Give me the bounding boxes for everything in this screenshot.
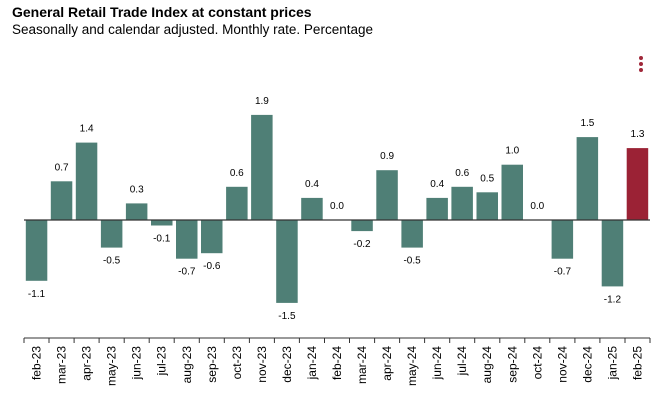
data-label: 0.0 [330, 201, 344, 212]
x-tick-label: sep-24 [505, 346, 519, 383]
data-label: 1.5 [580, 118, 594, 129]
bar-nov-23[interactable] [251, 114, 273, 220]
bar-jun-23[interactable] [125, 203, 148, 220]
x-tick-label: may-24 [405, 346, 419, 386]
bar-apr-24[interactable] [376, 170, 398, 220]
x-tick-label: jul-23 [155, 346, 169, 377]
bar-apr-23[interactable] [75, 142, 98, 220]
data-label: -0.7 [178, 267, 196, 278]
bar-jun-24[interactable] [426, 197, 448, 220]
bar-aug-23[interactable] [176, 220, 198, 259]
x-tick-label: feb-25 [631, 346, 645, 380]
bar-jan-24[interactable] [301, 197, 323, 220]
data-label: 1.9 [255, 96, 269, 107]
bar-feb-23[interactable] [25, 220, 48, 281]
x-tick-label: aug-24 [480, 346, 494, 384]
x-tick-label: jun-24 [430, 346, 444, 381]
data-label: -1.1 [28, 289, 46, 300]
data-label: 0.6 [230, 168, 244, 179]
bar-mar-24[interactable] [351, 220, 373, 232]
bar-jan-25[interactable] [601, 220, 624, 287]
bar-mar-23[interactable] [50, 181, 73, 220]
data-label: 0.7 [55, 162, 69, 173]
x-tick-label: aug-23 [180, 346, 194, 384]
x-tick-label: oct-23 [230, 346, 244, 380]
data-label: -1.2 [604, 294, 622, 305]
x-tick-label: jan-25 [605, 346, 619, 381]
x-tick-label: nov-23 [255, 346, 269, 383]
x-tick-label: apr-23 [80, 346, 94, 381]
data-label: 0.3 [130, 184, 144, 195]
chart-title: General Retail Trade Index at constant p… [12, 4, 312, 20]
x-tick-label: may-23 [105, 346, 119, 386]
bar-oct-23[interactable] [226, 186, 248, 220]
bar-sep-24[interactable] [501, 164, 524, 220]
x-tick-label: mar-24 [355, 346, 369, 384]
x-tick-label: nov-24 [555, 346, 569, 383]
data-label: 0.4 [305, 179, 319, 190]
bar-aug-24[interactable] [476, 192, 499, 220]
x-tick-label: dec-24 [580, 346, 594, 383]
data-label: 1.4 [80, 124, 94, 135]
bar-dec-23[interactable] [276, 220, 298, 303]
data-label: 0.0 [530, 201, 544, 212]
x-tick-label: mar-23 [55, 346, 69, 384]
bar-dec-24[interactable] [576, 137, 599, 220]
kebab-menu-icon[interactable] [636, 56, 646, 72]
x-tick-label: oct-24 [530, 346, 544, 380]
bar-may-23[interactable] [100, 220, 123, 248]
data-label: 1.3 [631, 129, 645, 140]
data-label: -0.1 [153, 234, 171, 245]
data-label: -0.2 [353, 239, 371, 250]
data-label: 0.9 [380, 151, 394, 162]
x-tick-label: sep-23 [205, 346, 219, 383]
data-label: -0.7 [554, 267, 572, 278]
x-tick-label: jan-24 [305, 346, 319, 381]
bar-may-24[interactable] [401, 220, 423, 248]
data-label: -0.6 [203, 261, 221, 272]
x-tick-label: feb-24 [330, 346, 344, 380]
x-tick-label: dec-23 [280, 346, 294, 383]
data-label: -0.5 [403, 256, 421, 267]
data-label: 0.4 [430, 179, 444, 190]
data-label: -0.5 [103, 256, 121, 267]
x-tick-label: apr-24 [380, 346, 394, 381]
bar-nov-24[interactable] [551, 220, 574, 259]
chart-subtitle: Seasonally and calendar adjusted. Monthl… [12, 22, 373, 37]
bar-sep-23[interactable] [201, 220, 223, 254]
bar-jul-23[interactable] [151, 220, 173, 226]
x-tick-label: feb-23 [30, 346, 44, 380]
x-tick-label: jun-23 [130, 346, 144, 381]
data-label: 0.6 [455, 168, 469, 179]
data-label: -1.5 [278, 311, 296, 322]
data-label: 1.0 [505, 146, 519, 157]
data-label: 0.5 [480, 173, 494, 184]
bar-jul-24[interactable] [451, 186, 473, 220]
bar-feb-25[interactable] [626, 148, 649, 220]
x-tick-label: jul-24 [455, 346, 469, 377]
